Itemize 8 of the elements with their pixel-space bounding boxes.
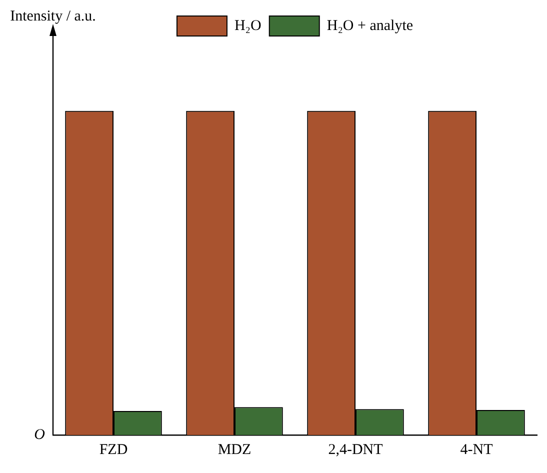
legend-label: H₂O + analyte (326, 18, 414, 34)
x-tick-label: MDZ (218, 442, 252, 458)
x-tick-label: FZD (99, 442, 128, 458)
text: Intensity / a.u. (10, 8, 96, 24)
legend-label: H₂O (234, 18, 262, 34)
x-tick-label: 4-NT (460, 442, 493, 458)
text: O (34, 426, 46, 443)
x-tick-label: 2,4-DNT (328, 442, 383, 458)
